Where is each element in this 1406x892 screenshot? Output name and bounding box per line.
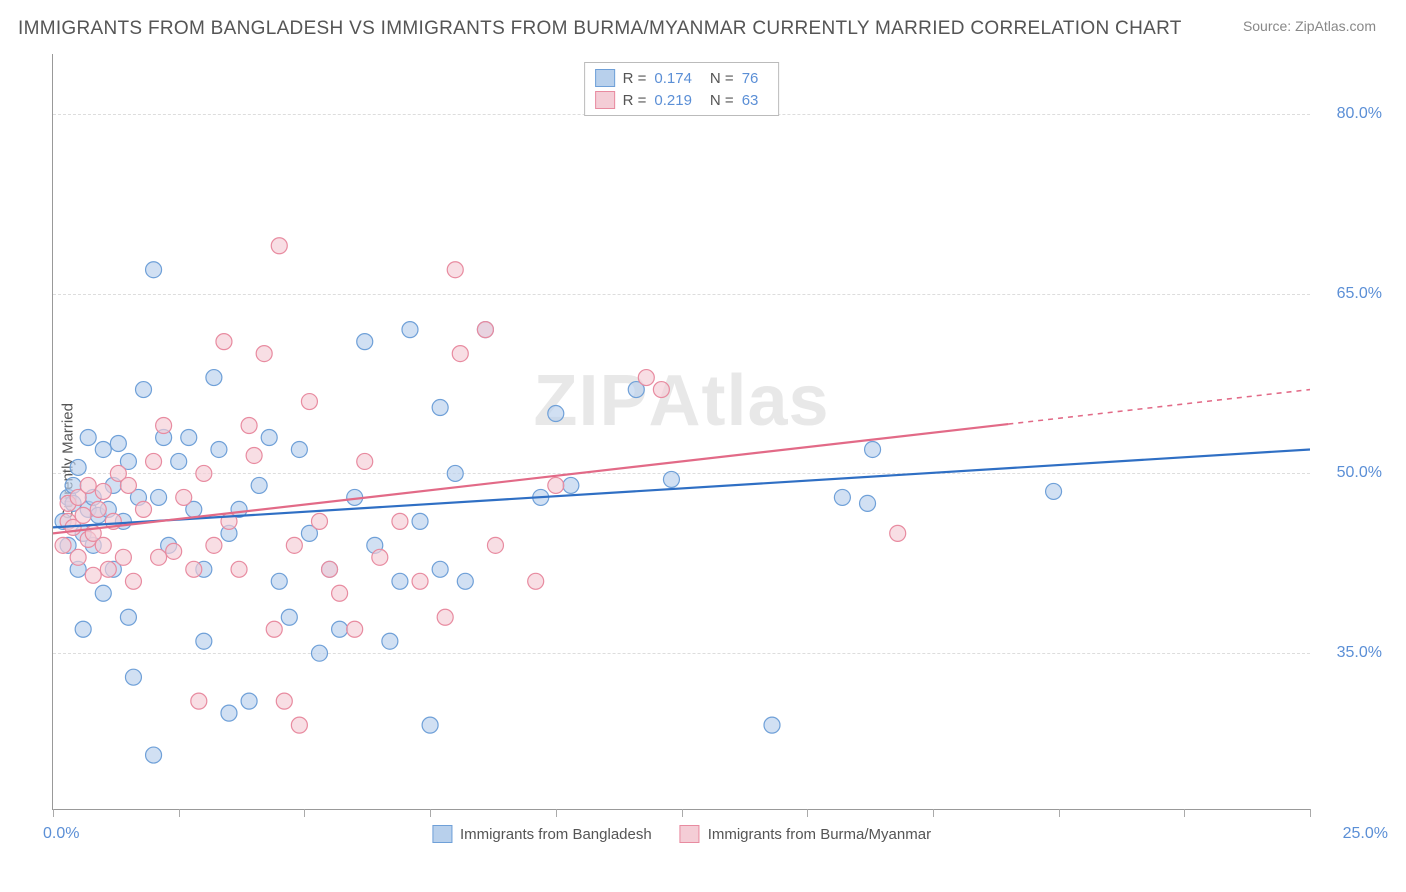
scatter-svg <box>53 54 1310 809</box>
r-value: 0.219 <box>654 92 692 109</box>
chart-container: Currently Married ZIPAtlas R = 0.174 N =… <box>18 48 1392 874</box>
y-tick-label: 65.0% <box>1337 285 1382 303</box>
n-label: N = <box>710 92 734 109</box>
legend-item: Immigrants from Burma/Myanmar <box>680 825 931 843</box>
r-value: 0.174 <box>654 70 692 87</box>
x-axis-max-label: 25.0% <box>1343 825 1388 843</box>
legend-stats-row: R = 0.219 N = 63 <box>595 89 769 111</box>
r-label: R = <box>623 70 647 87</box>
x-tick <box>1184 809 1185 817</box>
x-tick <box>1310 809 1311 817</box>
x-tick <box>304 809 305 817</box>
legend-swatch-series2 <box>680 825 700 843</box>
x-tick <box>933 809 934 817</box>
chart-title: IMMIGRANTS FROM BANGLADESH VS IMMIGRANTS… <box>18 18 1182 40</box>
legend-series: Immigrants from Bangladesh Immigrants fr… <box>432 825 931 843</box>
y-tick-label: 35.0% <box>1337 644 1382 662</box>
legend-swatch-series2 <box>595 91 615 109</box>
x-tick <box>179 809 180 817</box>
x-tick <box>807 809 808 817</box>
x-tick <box>556 809 557 817</box>
plot-area: ZIPAtlas R = 0.174 N = 76 R = 0.219 N = … <box>52 54 1310 810</box>
x-tick <box>53 809 54 817</box>
x-axis-min-label: 0.0% <box>43 825 79 843</box>
x-tick <box>430 809 431 817</box>
legend-swatch-series1 <box>432 825 452 843</box>
legend-item: Immigrants from Bangladesh <box>432 825 652 843</box>
y-tick-label: 80.0% <box>1337 105 1382 123</box>
source-label: Source: ZipAtlas.com <box>1243 18 1376 34</box>
n-value: 76 <box>742 70 759 87</box>
legend-label: Immigrants from Burma/Myanmar <box>708 826 931 843</box>
x-tick <box>1059 809 1060 817</box>
legend-swatch-series1 <box>595 69 615 87</box>
y-tick-label: 50.0% <box>1337 464 1382 482</box>
n-value: 63 <box>742 92 759 109</box>
r-label: R = <box>623 92 647 109</box>
x-tick <box>682 809 683 817</box>
legend-label: Immigrants from Bangladesh <box>460 826 652 843</box>
legend-stats-row: R = 0.174 N = 76 <box>595 67 769 89</box>
legend-stats: R = 0.174 N = 76 R = 0.219 N = 63 <box>584 62 780 116</box>
n-label: N = <box>710 70 734 87</box>
